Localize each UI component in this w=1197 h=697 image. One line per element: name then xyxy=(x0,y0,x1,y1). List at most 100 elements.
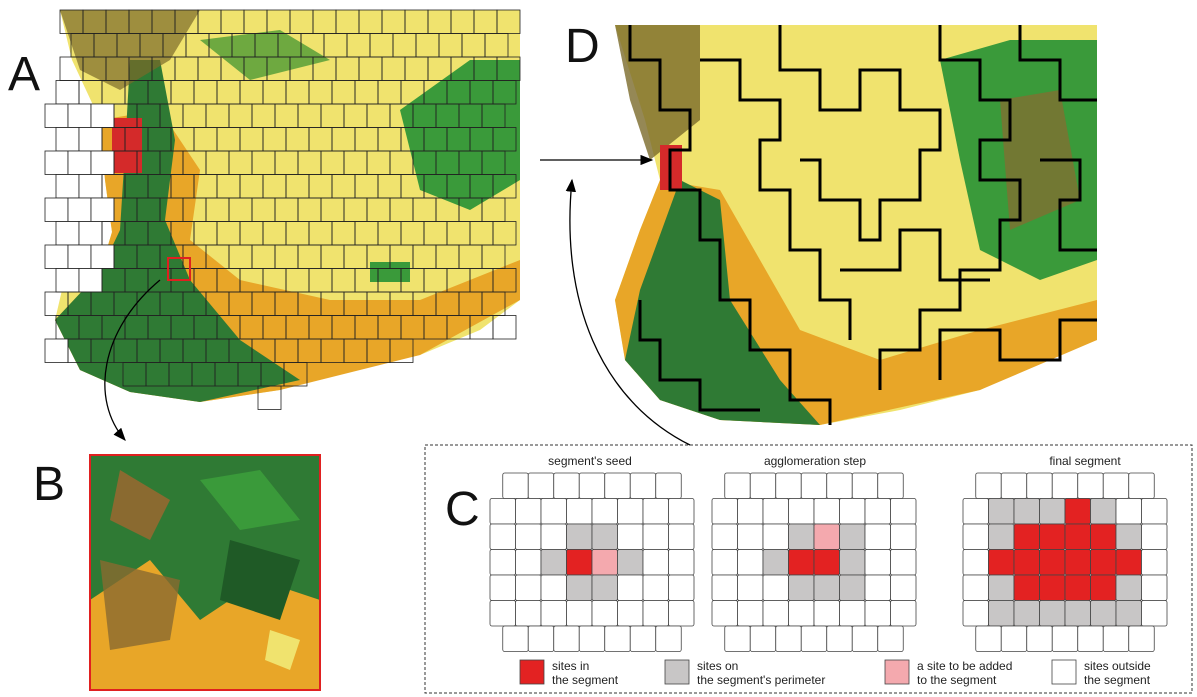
site-cell xyxy=(528,473,554,499)
site-cell xyxy=(567,499,593,525)
site-cell xyxy=(1014,601,1040,627)
site-cell xyxy=(814,575,840,601)
site-cell xyxy=(1091,550,1117,576)
site-cell xyxy=(618,499,644,525)
site-cell xyxy=(1052,626,1078,652)
site-cell xyxy=(738,524,764,550)
site-cell xyxy=(1040,575,1066,601)
site-cell xyxy=(516,575,542,601)
site-cell xyxy=(1103,473,1129,499)
site-cell xyxy=(516,524,542,550)
site-cell xyxy=(1040,499,1066,525)
map-b xyxy=(90,455,320,690)
site-cell xyxy=(567,524,593,550)
site-cell xyxy=(878,626,904,652)
site-cell xyxy=(976,473,1002,499)
legend-text: sites in xyxy=(552,659,589,673)
site-cell xyxy=(1116,499,1142,525)
site-cell xyxy=(789,499,815,525)
site-cell xyxy=(579,473,605,499)
site-cell xyxy=(643,550,669,576)
site-cell xyxy=(516,499,542,525)
site-cell xyxy=(963,524,989,550)
site-cell xyxy=(1091,601,1117,627)
site-cell xyxy=(827,473,853,499)
grid-cell xyxy=(68,151,91,175)
site-cell xyxy=(1091,575,1117,601)
site-cell xyxy=(1142,524,1168,550)
grid-cell xyxy=(91,104,114,128)
site-cell xyxy=(618,550,644,576)
site-cell xyxy=(1001,473,1027,499)
site-cell xyxy=(1142,499,1168,525)
site-cell xyxy=(712,550,738,576)
grid-cell xyxy=(68,198,91,222)
grid-cell xyxy=(56,222,79,246)
site-cell xyxy=(738,601,764,627)
site-cell xyxy=(989,575,1015,601)
site-cell xyxy=(1142,601,1168,627)
site-cell xyxy=(1129,473,1155,499)
site-cell xyxy=(643,499,669,525)
site-cell xyxy=(1040,524,1066,550)
site-cell xyxy=(725,626,751,652)
site-cell xyxy=(989,524,1015,550)
site-cell xyxy=(1052,473,1078,499)
site-cell xyxy=(989,499,1015,525)
panel-label: A xyxy=(8,48,40,101)
grid-cell xyxy=(68,104,91,128)
grid-cell xyxy=(56,128,79,152)
site-cell xyxy=(789,524,815,550)
map-d xyxy=(610,25,1097,425)
panel-label: B xyxy=(33,458,65,511)
site-cell xyxy=(541,575,567,601)
site-cell xyxy=(725,473,751,499)
grid-cell xyxy=(79,128,102,152)
site-cell xyxy=(618,575,644,601)
site-cell xyxy=(738,550,764,576)
site-cell xyxy=(1027,473,1053,499)
site-cell xyxy=(1116,575,1142,601)
site-cell xyxy=(852,473,878,499)
site-cell xyxy=(1142,575,1168,601)
site-cell xyxy=(1065,550,1091,576)
legend-swatch xyxy=(885,660,909,684)
site-cell xyxy=(656,473,682,499)
site-cell xyxy=(605,473,631,499)
site-cell xyxy=(1065,524,1091,550)
site-cell xyxy=(1078,626,1104,652)
site-cell xyxy=(776,473,802,499)
site-cell xyxy=(516,550,542,576)
site-cell xyxy=(963,499,989,525)
site-cell xyxy=(814,601,840,627)
site-cell xyxy=(503,473,529,499)
site-cell xyxy=(541,524,567,550)
site-cell xyxy=(963,601,989,627)
site-cell xyxy=(490,575,516,601)
site-cell xyxy=(789,601,815,627)
site-cell xyxy=(528,626,554,652)
site-cell xyxy=(763,499,789,525)
site-cell xyxy=(840,499,866,525)
site-cell xyxy=(669,499,695,525)
site-cell xyxy=(763,601,789,627)
site-cell xyxy=(490,524,516,550)
site-cell xyxy=(878,473,904,499)
grid-cell xyxy=(68,245,91,269)
site-cell xyxy=(1091,499,1117,525)
site-cell xyxy=(976,626,1002,652)
site-cell xyxy=(592,499,618,525)
site-cell xyxy=(1065,575,1091,601)
legend-swatch xyxy=(1052,660,1076,684)
site-cell xyxy=(801,626,827,652)
panel-label: D xyxy=(565,20,600,73)
site-cell xyxy=(1027,626,1053,652)
site-cell xyxy=(865,575,891,601)
figure: A D B C s xyxy=(0,0,1197,697)
site-cell xyxy=(1065,499,1091,525)
site-cell xyxy=(567,575,593,601)
site-cell xyxy=(669,575,695,601)
site-cell xyxy=(891,601,917,627)
grid-cell xyxy=(79,222,102,246)
site-cell xyxy=(814,524,840,550)
